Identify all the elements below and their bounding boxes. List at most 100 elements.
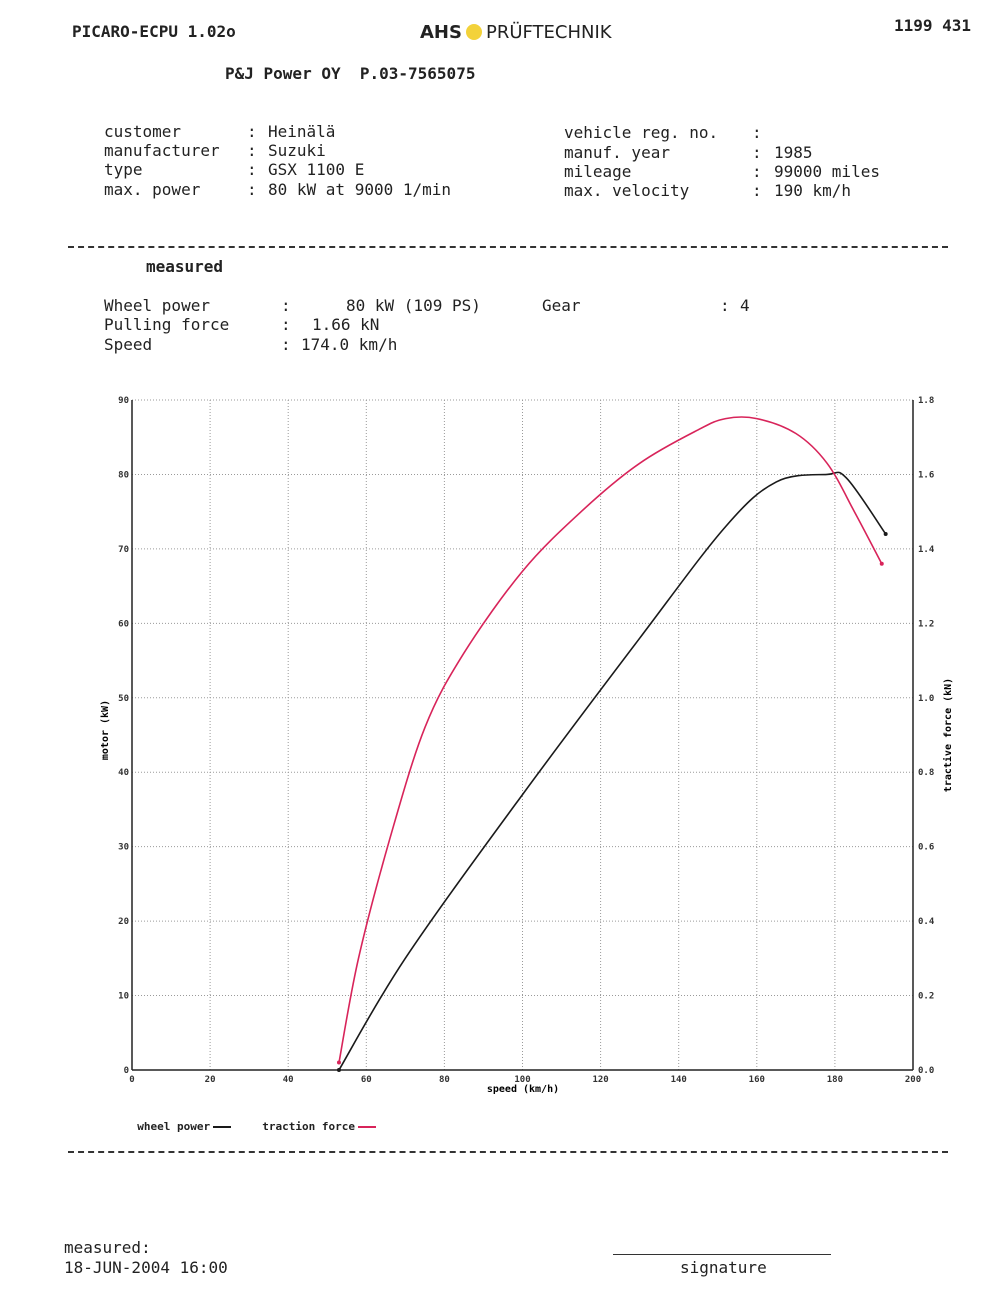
x-tick-label: 40 bbox=[283, 1075, 294, 1085]
legend-traction-force: traction force bbox=[249, 1107, 376, 1133]
y2-tick-label: 0.8 bbox=[918, 768, 934, 778]
wheel-power-line bbox=[338, 471, 887, 1071]
mileage-value: 99000 miles bbox=[774, 162, 880, 181]
y2-tick-label: 1.2 bbox=[918, 619, 934, 629]
y-tick-label: 90 bbox=[118, 396, 129, 406]
x-tick-label: 140 bbox=[671, 1075, 687, 1085]
measured-footer-label: measured: bbox=[64, 1238, 151, 1257]
colon: : bbox=[281, 296, 291, 315]
y-tick-label: 80 bbox=[118, 470, 129, 480]
colon: : bbox=[247, 160, 257, 179]
y2-tick-label: 1.4 bbox=[918, 545, 935, 555]
brand-bold: AHS bbox=[420, 22, 462, 43]
colon: : bbox=[247, 141, 257, 160]
y2-tick-label: 1.8 bbox=[918, 396, 934, 406]
type-label: type bbox=[104, 160, 143, 179]
wheel-power-point bbox=[883, 532, 888, 536]
y2-axis-label: tractive force (kN) bbox=[942, 678, 954, 792]
x-tick-label: 0 bbox=[129, 1075, 134, 1085]
wheel-power-point bbox=[336, 1068, 341, 1072]
colon: : bbox=[752, 143, 762, 162]
measured-date: 18-JUN-2004 16:00 bbox=[64, 1258, 228, 1277]
legend-red-line-swatch bbox=[357, 1126, 376, 1128]
software-version: PICARO-ECPU 1.02o bbox=[72, 22, 236, 41]
x-tick-label: 120 bbox=[592, 1075, 608, 1085]
manuf-year-value: 1985 bbox=[774, 143, 813, 162]
x-tick-label: 20 bbox=[205, 1075, 216, 1085]
divider bbox=[68, 1151, 948, 1153]
y2-tick-label: 0.6 bbox=[918, 843, 934, 853]
x-tick-label: 60 bbox=[361, 1075, 372, 1085]
signature-line bbox=[613, 1254, 831, 1255]
y2-tick-label: 0.2 bbox=[918, 992, 934, 1002]
colon: : bbox=[752, 162, 762, 181]
max-velocity-label: max. velocity bbox=[564, 181, 690, 200]
legend-wheel-power: wheel power bbox=[124, 1107, 232, 1133]
y2-tick-label: 1.6 bbox=[918, 470, 934, 480]
gear-label: Gear bbox=[542, 296, 581, 315]
max-power-label: max. power bbox=[104, 180, 201, 199]
colon: : bbox=[281, 315, 291, 334]
max-velocity-value: 190 km/h bbox=[774, 181, 852, 200]
type-value: GSX 1100 E bbox=[268, 160, 365, 179]
colon: : bbox=[247, 122, 257, 141]
mileage-label: mileage bbox=[564, 162, 632, 181]
colon: : bbox=[752, 123, 762, 142]
y-tick-label: 50 bbox=[118, 694, 129, 704]
signature-label: signature bbox=[680, 1258, 767, 1277]
y-tick-label: 60 bbox=[118, 619, 129, 629]
max-power-value: 80 kW at 9000 1/min bbox=[268, 180, 452, 199]
x-tick-label: 180 bbox=[827, 1075, 843, 1085]
chart-series bbox=[336, 416, 888, 1072]
divider bbox=[68, 246, 948, 248]
y-tick-label: 20 bbox=[118, 917, 129, 927]
legend-traction-force-label: traction force bbox=[262, 1120, 355, 1133]
power-force-chart: 0 20 40 60 80 100 120 140 160 180 200 0 10 20 30 40 50 60… bbox=[100, 396, 954, 1095]
y2-tick-label: 0.4 bbox=[918, 917, 935, 927]
brand-logo: AHS PRÜFTECHNIK bbox=[420, 22, 612, 43]
chart-axes bbox=[131, 400, 914, 1071]
y2-tick-label: 0.0 bbox=[918, 1066, 934, 1076]
traction-force-point bbox=[336, 1060, 341, 1065]
manufacturer-label: manufacturer bbox=[104, 141, 220, 160]
wheel-power-label: Wheel power bbox=[104, 296, 210, 315]
pulling-force-value: 1.66 kN bbox=[312, 315, 380, 334]
manufacturer-value: Suzuki bbox=[268, 141, 326, 160]
sheet-number: 1199 431 bbox=[894, 16, 972, 35]
colon: : bbox=[752, 181, 762, 200]
colon: : bbox=[720, 296, 730, 315]
x-tick-label: 200 bbox=[905, 1075, 921, 1085]
customer-label: customer bbox=[104, 122, 182, 141]
chart-ticks: 0 20 40 60 80 100 120 140 160 180 200 0 10 20 30 40 50 60… bbox=[118, 396, 935, 1085]
speed-value: 174.0 km/h bbox=[301, 335, 398, 354]
x-tick-label: 100 bbox=[514, 1075, 530, 1085]
speed-label: Speed bbox=[104, 335, 153, 354]
y2-tick-label: 1.0 bbox=[918, 694, 934, 704]
y-tick-label: 30 bbox=[118, 843, 129, 853]
company-line: P&J Power OY P.03-7565075 bbox=[225, 64, 476, 83]
legend-wheel-power-label: wheel power bbox=[137, 1120, 211, 1133]
brand-emblem-icon bbox=[465, 24, 482, 40]
brand-name: PRÜFTECHNIK bbox=[485, 22, 612, 43]
x-axis-label: speed (km/h) bbox=[487, 1084, 559, 1095]
y-tick-label: 10 bbox=[118, 992, 129, 1002]
traction-force-point bbox=[879, 561, 884, 566]
traction-force-line bbox=[338, 416, 883, 1063]
x-tick-label: 80 bbox=[439, 1075, 450, 1085]
legend-black-line-swatch bbox=[213, 1126, 232, 1128]
y-tick-label: 40 bbox=[118, 768, 129, 778]
reg-no-label: vehicle reg. no. bbox=[564, 123, 719, 142]
x-tick-label: 160 bbox=[749, 1075, 765, 1085]
gear-value: 4 bbox=[740, 296, 750, 315]
chart-grid bbox=[131, 399, 914, 1071]
y-axis-label: motor (kW) bbox=[100, 700, 111, 760]
y-tick-label: 0 bbox=[124, 1066, 129, 1076]
measured-heading: measured bbox=[146, 257, 224, 276]
manuf-year-label: manuf. year bbox=[564, 143, 670, 162]
colon: : bbox=[281, 335, 291, 354]
y-tick-label: 70 bbox=[118, 545, 129, 555]
pulling-force-label: Pulling force bbox=[104, 315, 230, 334]
wheel-power-value: 80 kW (109 PS) bbox=[346, 296, 481, 315]
colon: : bbox=[247, 180, 257, 199]
customer-value: Heinälä bbox=[268, 122, 336, 141]
